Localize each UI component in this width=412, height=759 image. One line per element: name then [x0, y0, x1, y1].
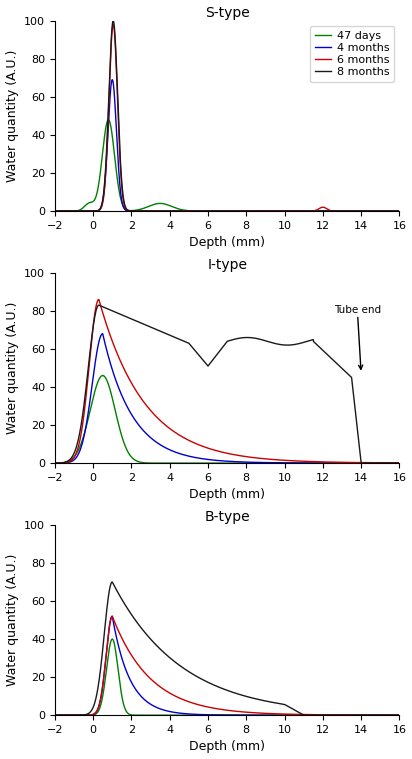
Title: S-type: S-type	[205, 5, 250, 20]
Title: B-type: B-type	[204, 510, 250, 524]
Title: I-type: I-type	[207, 257, 247, 272]
X-axis label: Depth (mm): Depth (mm)	[189, 741, 265, 754]
Y-axis label: Water quantity (A.U.): Water quantity (A.U.)	[5, 49, 19, 182]
Legend: 47 days, 4 months, 6 months, 8 months: 47 days, 4 months, 6 months, 8 months	[310, 27, 394, 82]
Y-axis label: Water quantity (A.U.): Water quantity (A.U.)	[5, 302, 19, 434]
X-axis label: Depth (mm): Depth (mm)	[189, 236, 265, 249]
X-axis label: Depth (mm): Depth (mm)	[189, 488, 265, 502]
Text: Tube end: Tube end	[334, 304, 381, 370]
Y-axis label: Water quantity (A.U.): Water quantity (A.U.)	[5, 554, 19, 686]
